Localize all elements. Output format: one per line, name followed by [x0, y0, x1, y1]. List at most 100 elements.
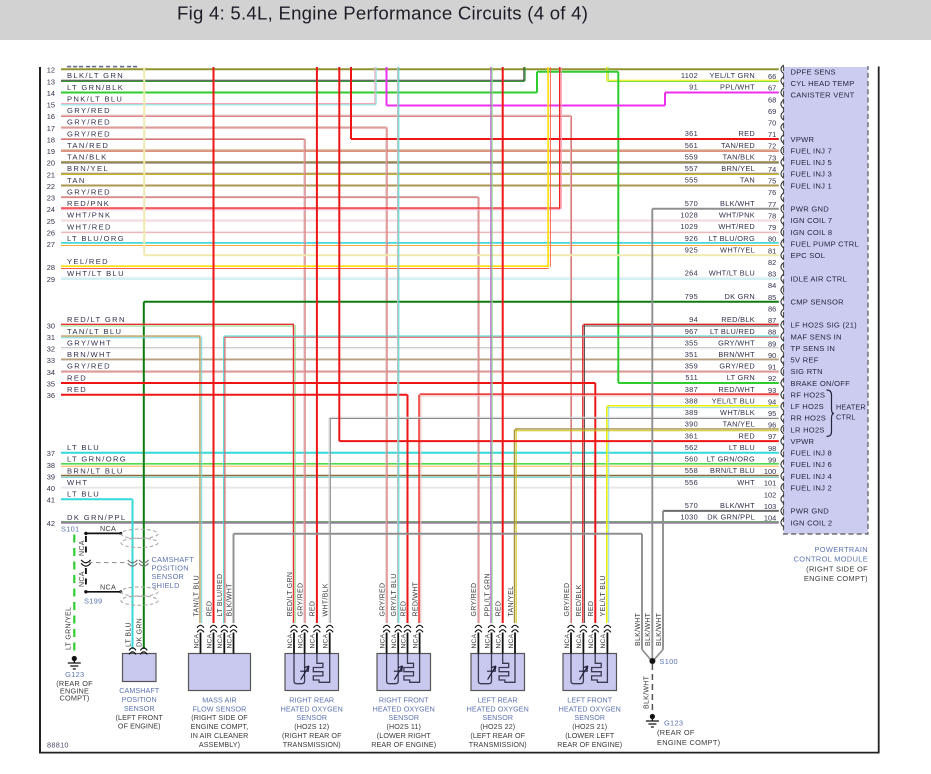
svg-text:387: 387 [685, 385, 698, 394]
svg-text:SENSOR: SENSOR [482, 714, 513, 722]
svg-text:BRN/YEL: BRN/YEL [67, 164, 109, 173]
svg-text:NCA: NCA [297, 633, 304, 648]
svg-text:TP SENS IN: TP SENS IN [791, 344, 836, 353]
svg-text:IGN COIL 2: IGN COIL 2 [791, 518, 833, 527]
svg-text:70: 70 [768, 119, 776, 128]
svg-text:COMPT): COMPT) [60, 694, 90, 703]
svg-text:13: 13 [47, 77, 55, 86]
svg-text:570: 570 [685, 501, 698, 510]
svg-text:(HO2S 12): (HO2S 12) [294, 723, 329, 731]
svg-text:LT BLU: LT BLU [729, 443, 755, 452]
svg-text:81: 81 [768, 246, 776, 255]
svg-text:69: 69 [768, 107, 776, 116]
svg-text:(RIGHT SIDE OF: (RIGHT SIDE OF [806, 564, 868, 573]
svg-text:S199: S199 [84, 597, 102, 606]
svg-text:SENSOR: SENSOR [124, 705, 155, 713]
svg-text:S100: S100 [660, 657, 678, 666]
svg-text:24: 24 [47, 205, 55, 214]
svg-text:NCA: NCA [508, 633, 515, 648]
svg-text:(HO2S 11): (HO2S 11) [387, 723, 422, 731]
svg-text:71: 71 [768, 130, 776, 139]
svg-text:DPFE SENS: DPFE SENS [791, 68, 836, 77]
svg-text:101: 101 [764, 479, 776, 488]
svg-text:RIGHT FRONT: RIGHT FRONT [379, 697, 429, 705]
svg-text:557: 557 [685, 164, 698, 173]
svg-text:CAMSHAFT: CAMSHAFT [152, 555, 195, 564]
svg-text:LT GRN/ORG: LT GRN/ORG [67, 455, 127, 464]
svg-text:SENSOR: SENSOR [388, 714, 419, 722]
svg-text:REAR OF ENGINE): REAR OF ENGINE) [371, 741, 436, 749]
svg-text:(RIGHT REAR OF: (RIGHT REAR OF [282, 732, 342, 740]
svg-text:WHT/BLK: WHT/BLK [323, 583, 330, 616]
svg-text:NCA: NCA [400, 633, 407, 648]
svg-text:NCA: NCA [496, 633, 503, 648]
svg-text:926: 926 [685, 234, 698, 243]
svg-text:NCA: NCA [600, 633, 607, 648]
svg-text:37: 37 [47, 449, 55, 458]
svg-text:DK GRN/PPL: DK GRN/PPL [707, 513, 755, 522]
svg-text:36: 36 [47, 391, 55, 400]
svg-text:68: 68 [768, 95, 776, 104]
svg-text:(REAR OF: (REAR OF [657, 728, 695, 737]
svg-text:IDLE AIR CTRL: IDLE AIR CTRL [791, 274, 847, 283]
svg-text:561: 561 [685, 141, 698, 150]
svg-text:IN AIR CLEANER: IN AIR CLEANER [191, 732, 249, 740]
svg-text:LEFT FRONT: LEFT FRONT [567, 697, 612, 705]
svg-text:ENGINE COMPT): ENGINE COMPT) [657, 738, 720, 747]
svg-text:264: 264 [685, 269, 698, 278]
svg-text:67: 67 [768, 84, 776, 93]
svg-text:82: 82 [768, 258, 776, 267]
svg-text:TRANSMISSION): TRANSMISSION) [283, 741, 341, 749]
svg-text:29: 29 [47, 275, 55, 284]
svg-text:LT GRN/ORG: LT GRN/ORG [707, 455, 755, 464]
svg-text:25: 25 [47, 217, 55, 226]
svg-text:YEL/LT GRN: YEL/LT GRN [710, 71, 755, 80]
svg-text:TRANSMISSION): TRANSMISSION) [469, 741, 527, 749]
svg-text:LT BLU: LT BLU [67, 443, 100, 452]
svg-text:72: 72 [768, 142, 776, 151]
svg-text:1029: 1029 [680, 222, 698, 231]
svg-text:93: 93 [768, 386, 776, 395]
svg-text:RF HO2S: RF HO2S [791, 391, 826, 400]
svg-text:BLK/WHT: BLK/WHT [720, 501, 755, 510]
svg-text:TAN: TAN [740, 176, 755, 185]
svg-text:LR HO2S: LR HO2S [791, 425, 825, 434]
svg-text:MASS AIR: MASS AIR [202, 697, 237, 705]
svg-text:562: 562 [685, 443, 698, 452]
svg-text:SHIELD: SHIELD [152, 581, 180, 590]
svg-text:POWERTRAIN: POWERTRAIN [815, 545, 868, 554]
svg-text:NCA: NCA [484, 633, 491, 648]
svg-text:TAN/LT BLU: TAN/LT BLU [67, 327, 122, 336]
svg-text:GRY/RED: GRY/RED [67, 362, 111, 371]
svg-text:NCA: NCA [412, 633, 419, 648]
svg-text:RED/PNK: RED/PNK [67, 199, 110, 208]
svg-text:NCA: NCA [588, 633, 595, 648]
svg-text:WHT/RED: WHT/RED [67, 222, 112, 231]
svg-text:RED: RED [310, 601, 317, 617]
svg-text:OF ENGINE): OF ENGINE) [118, 723, 161, 731]
svg-text:23: 23 [47, 194, 55, 203]
svg-text:VPWR: VPWR [791, 135, 815, 144]
svg-text:WHT/RED: WHT/RED [718, 222, 755, 231]
svg-text:CTRL: CTRL [836, 413, 856, 422]
svg-text:NCA: NCA [79, 571, 86, 587]
svg-text:21: 21 [47, 170, 55, 179]
svg-text:TAN/BLK: TAN/BLK [67, 153, 108, 162]
svg-text:GRY/RED: GRY/RED [67, 106, 111, 115]
svg-text:SIG RTN: SIG RTN [791, 367, 823, 376]
svg-text:CONTROL MODULE: CONTROL MODULE [794, 555, 868, 564]
svg-text:WHT: WHT [737, 478, 755, 487]
svg-text:570: 570 [685, 199, 698, 208]
svg-text:GRY/RED: GRY/RED [67, 118, 111, 127]
svg-text:SENSOR: SENSOR [574, 714, 605, 722]
svg-text:RED: RED [588, 601, 595, 617]
svg-text:967: 967 [685, 327, 698, 336]
svg-text:RED: RED [206, 601, 213, 617]
svg-text:77: 77 [768, 200, 776, 209]
svg-text:91: 91 [689, 83, 698, 92]
svg-text:BLK/WHT: BLK/WHT [656, 612, 663, 646]
svg-text:NCA: NCA [193, 633, 200, 648]
svg-text:16: 16 [47, 112, 55, 121]
svg-text:31: 31 [47, 333, 55, 342]
svg-text:388: 388 [685, 397, 698, 406]
